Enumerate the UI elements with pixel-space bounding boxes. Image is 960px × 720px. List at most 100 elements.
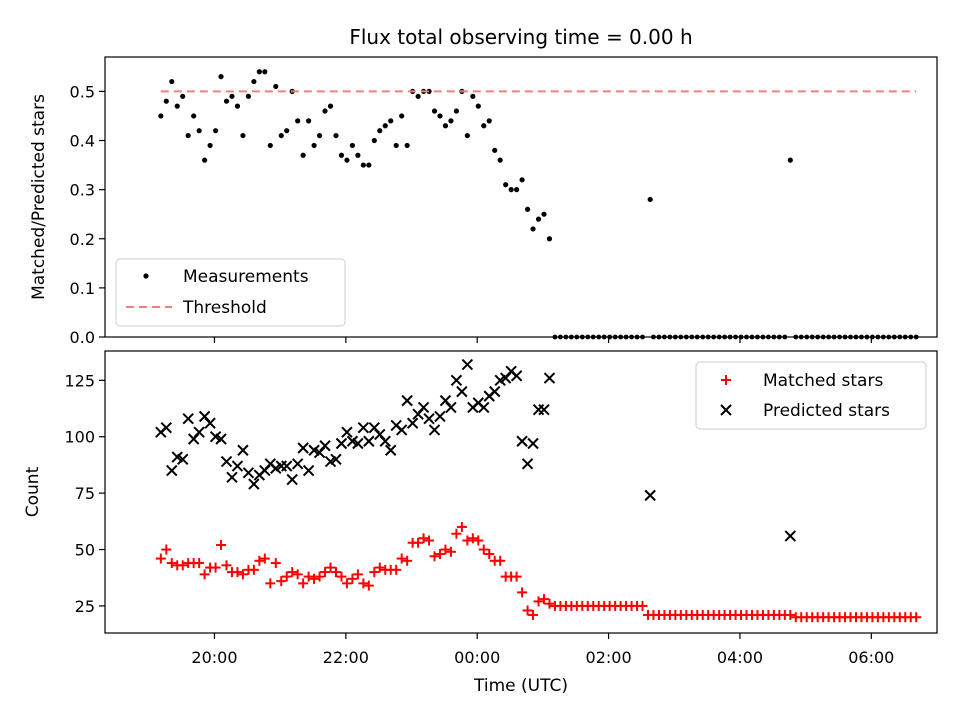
predicted-star-point-b [478,401,490,414]
predicted-star-point-b [423,412,435,425]
matched-star-point [456,521,467,532]
predicted-star-point-b [291,458,304,470]
x-tick-label: 22:00 [323,648,369,667]
matched-star-point [325,562,336,573]
predicted-star-point [521,458,534,470]
measurement-point [333,132,339,139]
measurement-point [399,113,405,119]
measurement-point [514,187,520,193]
legend-box [115,258,346,327]
predicted-star-point [395,424,408,436]
predicted-star-point [215,433,227,445]
predicted-star-point-b [406,417,419,429]
predicted-star-point [291,458,304,470]
predicted-star-point-b [450,374,463,387]
ratio-panel: 0.0 0.1 0.2 0.3 0.4 0.5 Matched/Predicted sta… [29,56,938,347]
matched-star-point [199,569,210,580]
count-x-ticks: 20:00 22:00 00:00 02:00 04:00 06:00 [191,633,894,667]
measurement-point [388,118,394,124]
predicted-star-point [177,453,189,465]
predicted-star-point-b [286,473,298,486]
y-tick-label: 0.4 [70,132,95,151]
predicted-star-point [242,467,255,479]
measurement-point [415,93,421,99]
matched-star-point [418,533,429,544]
predicted-star-point-b [527,437,539,450]
predicted-star-point [532,403,545,416]
predicted-star-point-b [226,471,238,484]
predicted-star-point-b [220,455,233,468]
predicted-star-point [335,437,348,450]
ratio-legend: Measurements Threshold [115,258,346,327]
predicted-star-point-b [439,394,452,407]
predicted-star-point [231,460,244,472]
matched-star-point [538,594,549,605]
measurement-point [492,147,498,153]
y-tick-label: 100 [64,428,95,447]
measurement-point [196,128,202,134]
measurement-point [295,118,301,124]
matched-star-point [478,544,489,555]
measurement-point [475,103,481,109]
predicted-star-point-b [543,372,556,384]
measurement-point [382,123,388,129]
predicted-star-point-b [434,410,446,423]
matched-star-point [369,567,380,578]
predicted-star-point [644,489,656,502]
measurement-point [169,78,175,85]
measurement-point [223,98,230,104]
measurement-point [787,157,793,163]
predicted-star-point-b [319,440,331,452]
predicted-star-point-b [521,458,534,470]
y-tick-label: 0.1 [70,279,95,298]
predicted-star-point-b [209,431,222,443]
measurement-point [508,187,514,193]
y-tick-label: 0.3 [70,181,95,200]
y-tick-label: 0.0 [70,328,95,347]
measurement-point [240,132,246,139]
count-y-ticks: 25 50 75 100 125 [64,371,105,616]
legend-predicted-label: Predicted stars [763,401,890,421]
predicted-star-point [461,358,474,371]
matched-star-point [434,549,445,560]
matched-star-point [347,573,358,584]
matched-star-point [314,571,325,582]
matched-star-point [336,571,347,582]
matched-star-point [522,605,533,616]
measurement-point [163,98,169,104]
matched-star-point [413,537,424,548]
x-tick-label: 04:00 [717,648,763,667]
predicted-star-point [489,385,501,398]
predicted-star-point [428,424,441,436]
legend-predicted-marker-b [720,404,732,416]
predicted-star-point [204,417,216,429]
matched-star-point [341,578,352,589]
matched-star-point [303,571,314,582]
predicted-star-point-b [281,460,293,472]
matched-star-point [637,600,648,611]
matched-star-point [276,576,287,587]
y-tick-label: 75 [75,484,95,503]
matched-star-point [155,553,166,564]
matched-star-point [402,555,413,566]
measurement-point [212,128,219,134]
legend-predicted-marker [720,404,732,416]
y-tick-label: 0.5 [70,82,95,101]
measurement-point [486,118,492,124]
measurement-point [267,142,273,149]
matched-star-point [429,551,440,562]
measurement-point [431,108,438,114]
matched-star-point [495,555,506,566]
measurement-point [530,226,536,232]
matched-star-point [254,555,265,566]
predicted-star-point [445,401,457,414]
measurement-point [404,142,410,149]
measurement-point [366,162,372,168]
y-tick-label: 25 [75,597,95,616]
measurement-point [535,216,542,222]
predicted-star-point-b [357,421,370,434]
predicted-star-point [434,410,446,423]
predicted-star-point-b [489,385,501,398]
predicted-star-point [527,437,539,450]
predicted-star-point-b [456,385,468,398]
